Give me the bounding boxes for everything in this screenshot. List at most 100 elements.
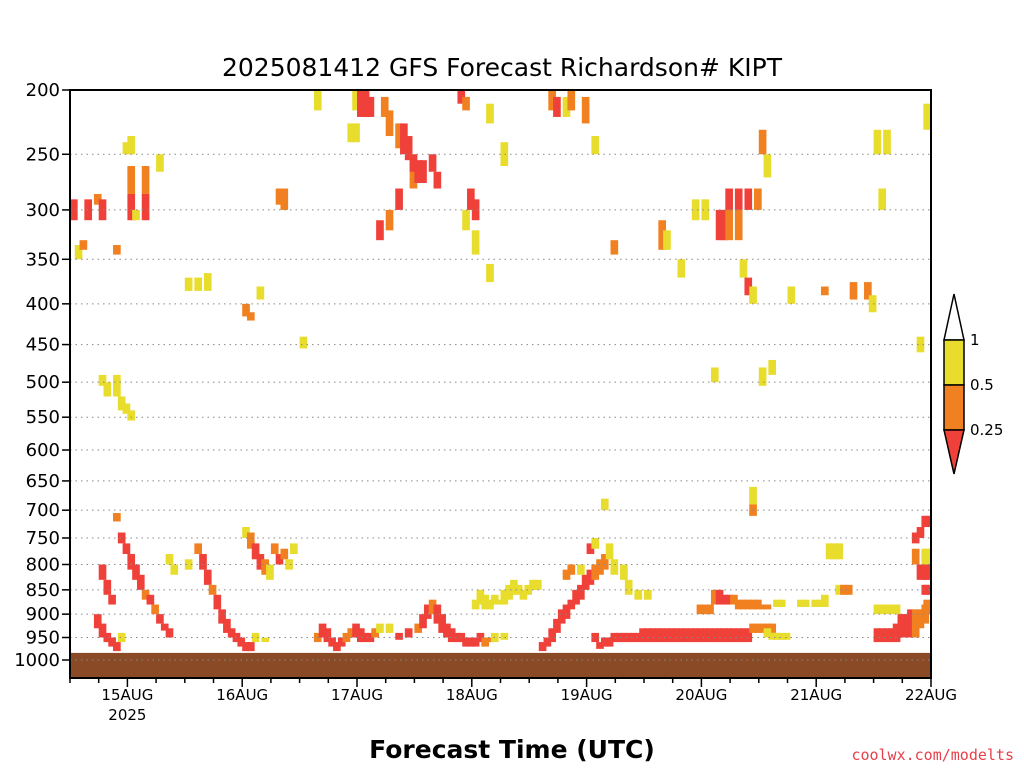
colorbar-bin-orange — [943, 384, 965, 431]
heatmap-cell — [878, 628, 887, 643]
x-tick-year-label: 2025 — [108, 706, 146, 724]
heatmap-cell — [620, 632, 628, 643]
heatmap-cell — [371, 628, 380, 638]
heatmap-cell — [581, 574, 590, 590]
heatmap-cell — [883, 628, 891, 643]
heatmap-cell — [361, 632, 370, 643]
heatmap-cell — [524, 584, 533, 595]
heatmap-cell — [600, 498, 609, 511]
heatmap-cell — [404, 136, 413, 161]
heatmap-cell — [313, 90, 322, 111]
heatmap-cell — [433, 171, 442, 189]
heatmap-cell — [916, 609, 925, 629]
heatmap-cell — [639, 628, 647, 643]
colorbar-bottom-arrow — [943, 429, 965, 475]
heatmap-cell — [113, 642, 121, 652]
heatmap-cell — [720, 594, 729, 605]
heatmap-cell — [911, 609, 920, 638]
y-tick-label: 700 — [26, 500, 60, 521]
heatmap-cell — [758, 623, 767, 633]
heatmap-cell — [467, 637, 475, 647]
heatmap-cell — [419, 160, 427, 184]
heatmap-cell — [868, 295, 877, 313]
heatmap-cell — [266, 564, 274, 580]
y-tick-label: 600 — [26, 440, 60, 461]
heatmap-cell — [380, 96, 389, 117]
heatmap-cell — [562, 569, 571, 580]
heatmap-cell — [467, 188, 475, 210]
heatmap-cell — [825, 543, 834, 560]
heatmap-cell — [122, 403, 131, 414]
heatmap-cell — [184, 277, 193, 291]
heatmap-cell — [457, 90, 466, 104]
y-tick-label: 350 — [26, 249, 60, 270]
heatmap-cell — [916, 564, 925, 580]
heatmap-cell — [156, 154, 164, 172]
heatmap-cell — [887, 604, 896, 615]
heatmap-cell — [624, 579, 633, 595]
heatmap-cell — [328, 637, 336, 647]
heatmap-cell — [103, 382, 112, 397]
heatmap-cell — [725, 209, 733, 241]
heatmap-cell — [423, 604, 432, 619]
heatmap-cell — [923, 103, 931, 130]
heatmap-cell — [734, 188, 743, 210]
heatmap-cell — [591, 632, 600, 643]
heatmap-cell — [251, 632, 260, 643]
heatmap-cell — [538, 642, 547, 652]
heatmap-cell — [682, 628, 690, 643]
heatmap-cell — [246, 642, 255, 652]
heatmap-cell — [486, 599, 494, 610]
heatmap-cell — [754, 188, 762, 210]
heatmap-cell — [476, 589, 485, 605]
heatmap-cell — [610, 240, 619, 255]
heatmap-cell — [270, 543, 279, 555]
heatmap-cell — [567, 599, 576, 610]
heatmap-cell — [701, 628, 710, 643]
y-tick-label: 250 — [26, 144, 60, 165]
heatmap-cell — [117, 632, 126, 643]
heatmap-cell — [734, 599, 743, 610]
heatmap-cell — [146, 594, 155, 605]
heatmap-cell — [892, 604, 901, 615]
heatmap-cell — [596, 642, 604, 649]
heatmap-cell — [768, 632, 777, 640]
heatmap-cell — [548, 628, 556, 643]
x-tick-label: 21AUG — [790, 686, 842, 704]
heatmap-cell — [687, 628, 695, 643]
heatmap-cell — [246, 532, 255, 549]
ground-fill — [70, 652, 931, 678]
heatmap-cell — [84, 199, 93, 221]
heatmap-cell — [127, 193, 136, 221]
heatmap-cell — [691, 628, 700, 643]
heatmap-cell — [696, 628, 705, 643]
heatmap-cell — [844, 584, 853, 595]
colorbar-top-arrow — [943, 293, 965, 341]
heatmap-cell — [701, 199, 710, 221]
heatmap-cell — [500, 632, 509, 640]
heatmap-cell — [280, 548, 289, 560]
heatmap-cell — [261, 637, 269, 643]
heatmap-cell — [923, 564, 931, 580]
heatmap-cell — [663, 230, 671, 250]
heatmap-cell — [246, 312, 255, 321]
heatmap-cell — [443, 623, 451, 638]
heatmap-cell — [923, 515, 931, 528]
heatmap-cell — [385, 623, 394, 633]
heatmap-cell — [299, 336, 308, 349]
y-axis: 200 250 300 350 400 450 500 550 600 650 700 750 800 8… — [14, 80, 70, 671]
y-tick-label: 300 — [26, 200, 60, 221]
heatmap-cell — [347, 628, 356, 638]
heatmap-cell — [122, 142, 131, 155]
x-tick-label: 15AUG — [101, 686, 153, 704]
heatmap-cell — [553, 618, 561, 633]
heatmap-cell — [113, 245, 121, 255]
heatmap-cell — [218, 609, 226, 624]
heatmap-cell — [768, 623, 777, 633]
heatmap-cell — [725, 594, 733, 605]
heatmap-cell — [462, 209, 470, 231]
heatmap-cell — [768, 359, 777, 375]
heatmap-cell — [644, 589, 652, 600]
heatmap-cell — [658, 220, 667, 250]
x-tick-label: 20AUG — [675, 686, 727, 704]
